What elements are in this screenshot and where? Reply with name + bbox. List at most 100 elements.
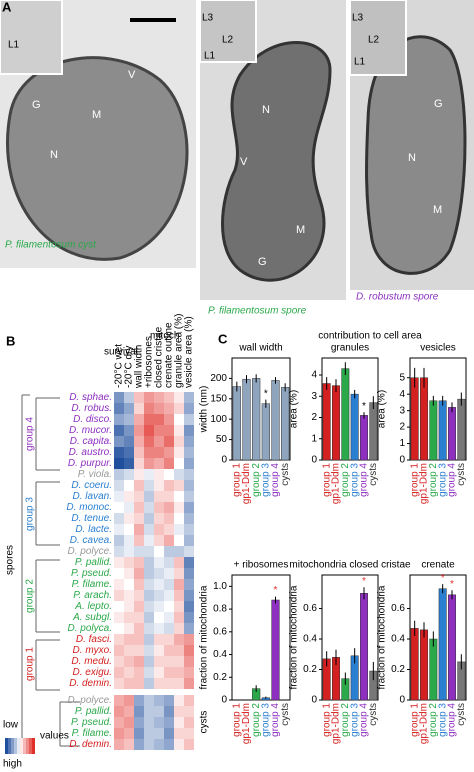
- heatmap-cell: [144, 656, 154, 667]
- bar: [448, 594, 456, 701]
- row-label: D. cavea.: [70, 535, 112, 546]
- organelle-label: V: [240, 156, 248, 168]
- heatmap-cell: [184, 706, 194, 717]
- heatmap-cell: [144, 469, 154, 480]
- heatmap-cell: [124, 557, 134, 568]
- heatmap-cell: [134, 392, 144, 403]
- row-label: D. polyca.: [68, 623, 112, 634]
- heatmap-cell: [174, 656, 184, 667]
- heatmap-cell: [174, 623, 184, 634]
- heatmap-cell: [134, 568, 144, 579]
- y-tick-label: 0.6: [303, 603, 317, 614]
- heatmap-cell: [124, 524, 134, 535]
- bar: [429, 400, 438, 461]
- heatmap-cell: [134, 739, 144, 750]
- heatmap-cell: [134, 524, 144, 535]
- x-tick-label: gp1-Ddm: [419, 463, 430, 504]
- heatmap-cell: [184, 623, 194, 634]
- heatmap-cell: [154, 601, 164, 612]
- organelle-label: N: [408, 152, 416, 164]
- row-label: D. tenue.: [71, 513, 112, 524]
- heatmap-cell: [114, 695, 124, 706]
- heatmap-cell: [124, 634, 134, 645]
- heatmap-cell: [184, 634, 194, 645]
- heatmap-cell: [124, 502, 134, 513]
- bar: [360, 593, 368, 701]
- heatmap-cell: [164, 447, 174, 458]
- heatmap-cell: [144, 568, 154, 579]
- heatmap-cell: [134, 667, 144, 678]
- significance: *: [274, 585, 278, 596]
- organelle-label: M: [92, 109, 101, 121]
- y-tick-label: 0.2: [213, 672, 227, 683]
- heatmap-cell: [174, 535, 184, 546]
- y-axis-label: area (%): [289, 390, 300, 428]
- heatmap-cell: [124, 392, 134, 403]
- x-tick-label: cysts: [456, 703, 467, 726]
- y-tick-label: 0.8: [213, 604, 227, 615]
- heatmap-cell: [164, 557, 174, 568]
- row-label: D. lacte.: [75, 524, 112, 535]
- significance: *: [264, 388, 268, 399]
- heatmap-cell: [154, 728, 164, 739]
- x-tick-label: group 2: [340, 463, 351, 497]
- significance: *: [450, 579, 454, 590]
- heatmap-cell: [154, 491, 164, 502]
- heatmap-cell: [144, 717, 154, 728]
- heatmap-cell: [124, 739, 134, 750]
- heatmap-cell: [164, 678, 174, 689]
- heatmap-cell: [174, 612, 184, 623]
- legend-swatch: [11, 738, 14, 754]
- heatmap-cell: [144, 458, 154, 469]
- x-tick-label: group 2: [340, 703, 351, 737]
- heatmap-cell: [184, 480, 194, 491]
- inset: [0, 0, 63, 75]
- y-axis-label: fraction of mitochondria: [377, 585, 388, 689]
- column-label: granule area (%): [174, 314, 185, 388]
- y-tick-label: 0: [221, 455, 227, 466]
- heatmap-cell: [124, 403, 134, 414]
- column-label: crenate outline: [164, 322, 175, 388]
- heatmap-cell: [164, 623, 174, 634]
- heatmap-cell: [144, 436, 154, 447]
- heatmap-cell: [174, 425, 184, 436]
- y-tick-label: 50: [216, 434, 228, 445]
- heatmap-cell: [164, 392, 174, 403]
- heatmap-cell: [164, 546, 174, 557]
- organelle-label: G: [434, 98, 443, 110]
- heatmap-cell: [184, 458, 194, 469]
- heatmap-cell: [184, 491, 194, 502]
- bar: [457, 398, 466, 461]
- heatmap-cell: [134, 678, 144, 689]
- heatmap-cell: [164, 590, 174, 601]
- heatmap-cell: [114, 535, 124, 546]
- row-label: D. demin.: [69, 678, 112, 689]
- y-axis-label: fraction of mitochondria: [199, 585, 210, 689]
- y-tick-label: 4: [311, 370, 317, 381]
- bar: [410, 377, 419, 461]
- heatmap-cell: [154, 513, 164, 524]
- row-label: D. robus.: [71, 403, 112, 414]
- heatmap-cell: [154, 414, 164, 425]
- row-label: D. disco.: [73, 414, 112, 425]
- heatmap-cell: [134, 717, 144, 728]
- x-tick-label: cysts: [280, 463, 291, 486]
- bar: [242, 378, 251, 461]
- heatmap-cell: [154, 535, 164, 546]
- heatmap-cell: [154, 469, 164, 480]
- heatmap-cell: [134, 436, 144, 447]
- heatmap-cell: [154, 403, 164, 414]
- row-label: P. arach.: [73, 590, 112, 601]
- x-tick-label: gp1-Ddm: [331, 703, 342, 744]
- heatmap-cell: [144, 535, 154, 546]
- heatmap-cell: [164, 634, 174, 645]
- heatmap-cell: [114, 739, 124, 750]
- heatmap-cell: [134, 535, 144, 546]
- cell: [365, 35, 467, 275]
- heatmap-cell: [164, 568, 174, 579]
- organelle-label: N: [50, 149, 58, 161]
- x-tick-label: group 2: [428, 463, 439, 497]
- row-label: D. coeru.: [71, 480, 112, 491]
- heatmap-cell: [164, 706, 174, 717]
